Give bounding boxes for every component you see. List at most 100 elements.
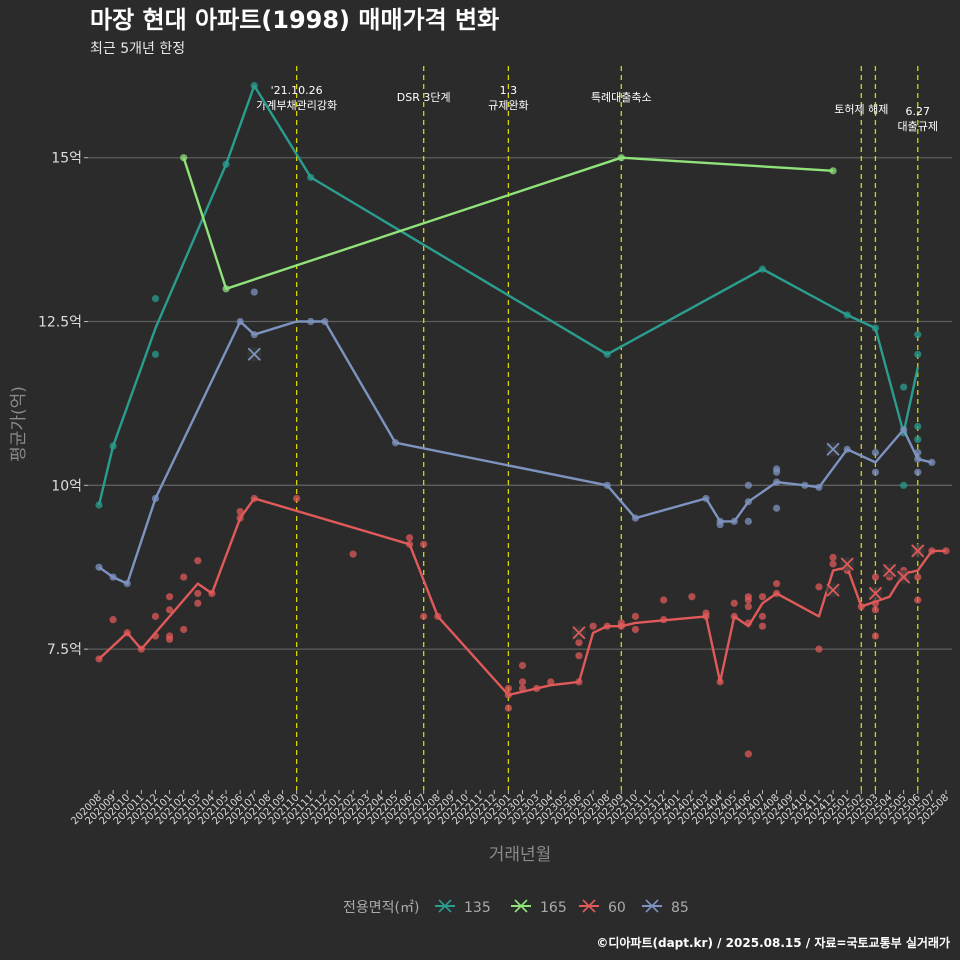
legend-label: 60 <box>608 900 626 916</box>
data-point <box>250 288 258 296</box>
legend-label: 165 <box>540 900 567 916</box>
event-label: 6.27 <box>906 105 931 118</box>
data-point <box>518 661 527 670</box>
data-point <box>914 422 922 430</box>
data-point <box>293 494 301 503</box>
data-point <box>165 593 174 601</box>
cancelled-marker <box>911 544 925 558</box>
data-point <box>420 540 428 548</box>
data-point <box>871 632 880 640</box>
cancelled-marker <box>247 347 261 361</box>
data-point <box>758 593 767 601</box>
data-point <box>518 678 527 686</box>
series-line <box>182 156 834 290</box>
data-point <box>575 638 583 647</box>
legend-key-cross <box>582 899 596 913</box>
data-point <box>914 331 922 339</box>
event-label: 가계부채관리강화 <box>256 99 337 112</box>
data-point <box>151 350 160 358</box>
series-85 <box>95 288 936 588</box>
data-point <box>194 589 202 598</box>
data-point <box>914 468 922 476</box>
y-tick-label: 12.5억 <box>38 315 82 331</box>
data-point <box>914 573 922 581</box>
y-tick-label: 7.5억 <box>47 642 82 658</box>
event-label: 규제완화 <box>488 99 528 112</box>
data-point <box>180 573 188 581</box>
data-point <box>504 684 512 693</box>
series-60 <box>95 494 950 758</box>
series-line <box>98 320 933 585</box>
chart-title: 마장 현대 아파트(1998) 매매가격 변화 <box>90 6 499 34</box>
data-point <box>194 599 202 607</box>
data-point <box>151 612 160 620</box>
data-point <box>773 580 781 588</box>
data-point <box>194 557 202 565</box>
event-markers: '21.10.26 가계부채관리강화 DSR 3단계 1.3 규제완화 특례대출축소토허제… <box>256 66 938 790</box>
data-point <box>631 612 640 620</box>
legend-title: 전용면적(㎡) <box>343 900 419 916</box>
data-point <box>744 750 752 758</box>
data-point <box>914 435 922 444</box>
data-point <box>716 521 724 529</box>
cancelled-marker <box>897 570 911 584</box>
data-point <box>900 383 908 391</box>
data-point <box>236 507 244 516</box>
data-point <box>589 622 597 630</box>
data-point <box>871 468 880 476</box>
data-point <box>165 606 174 614</box>
data-point <box>744 602 752 611</box>
data-point <box>688 593 696 601</box>
data-point <box>504 704 512 712</box>
cancelled-marker <box>868 586 883 601</box>
event-label: 1.3 <box>500 84 518 97</box>
data-point <box>575 652 583 660</box>
data-point <box>914 596 922 604</box>
data-point <box>151 294 160 303</box>
series-165 <box>180 154 837 293</box>
data-point <box>109 616 117 624</box>
legend-key-cross <box>514 899 528 913</box>
data-series <box>95 82 950 758</box>
cancelled-marker <box>572 626 586 640</box>
series-line <box>97 84 919 506</box>
data-point <box>914 350 922 358</box>
legend-key-cross <box>645 899 659 913</box>
chart-subtitle: 최근 5개년 한정 <box>90 41 185 57</box>
data-point <box>631 625 640 634</box>
x-axis-title: 거래년월 <box>489 845 552 865</box>
data-point <box>815 645 823 653</box>
data-point <box>180 625 188 634</box>
y-tick-label: 15억 <box>51 151 82 167</box>
event-label: 대출규제 <box>898 120 938 133</box>
data-point <box>871 573 880 581</box>
data-point <box>660 596 668 604</box>
event-label: DSR 3단계 <box>397 91 451 104</box>
cancelled-marker <box>882 563 897 578</box>
data-point <box>730 599 738 607</box>
y-tick-label: 10억 <box>51 478 82 494</box>
chart-caption: ©디아파트(dapt.kr) / 2025.08.15 / 자료=국토교통부 실… <box>596 935 950 950</box>
cancelled-marker <box>840 557 854 571</box>
data-point <box>744 517 752 525</box>
cancelled-marker <box>826 442 840 456</box>
legend-label: 135 <box>464 900 491 916</box>
data-point <box>405 534 414 542</box>
x-axis-ticks: 2020082020092020102020112020122021012021… <box>69 790 951 827</box>
legend: 전용면적(㎡) 135 165 60 85 <box>343 899 689 916</box>
data-point <box>165 635 174 643</box>
data-point <box>349 550 357 558</box>
data-point <box>871 448 880 457</box>
data-point <box>420 612 428 620</box>
legend-key-cross <box>438 899 452 913</box>
data-point <box>758 622 767 630</box>
data-point <box>871 606 880 614</box>
y-axis-title: 평균가(억) <box>9 386 29 462</box>
y-axis-ticks: 7.5억 10억 12.5억 15억 <box>38 151 88 658</box>
data-point <box>829 560 837 568</box>
data-point <box>773 504 781 512</box>
series-line <box>98 497 946 697</box>
event-label: 토허제 해제 <box>834 102 888 116</box>
cancelled-marker <box>826 583 840 597</box>
